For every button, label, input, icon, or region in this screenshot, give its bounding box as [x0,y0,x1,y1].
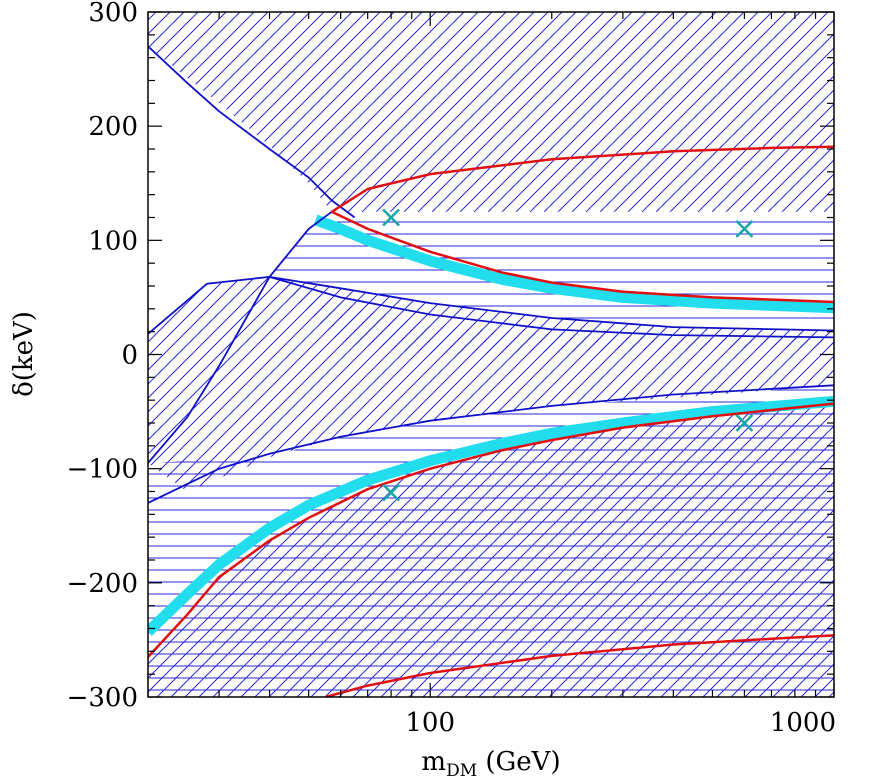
hatched-region-middle-diag [148,276,834,492]
y-tick-label: 200 [88,112,138,142]
x-tick-label: 100 [405,708,455,738]
y-tick-label: −300 [67,683,138,713]
red-curves [148,145,834,697]
x-axis-label-unit: (GeV) [477,747,560,777]
y-tick-label: −200 [67,569,138,599]
x-axis-label-subscript: DM [446,761,477,781]
cyan-band-2 [148,395,834,636]
y-tick-label: 0 [121,341,138,371]
blue-curve-2 [148,275,834,339]
blue-curve-3 [148,211,333,464]
hatched-region-upper-diag [148,12,834,212]
red-curve-1 [331,145,834,213]
blue-boundary-curves [148,45,834,504]
red-curve-4 [325,634,834,697]
red-curve-2 [331,210,834,304]
y-axis-label: δ(keV) [9,311,39,397]
y-tick-label: 100 [88,226,138,256]
x-markers [382,208,754,502]
blue-curve-1 [148,45,356,219]
x-marker-3 [735,414,754,432]
x-axis-label: mDM (GeV) [421,747,560,781]
x-marker-2 [735,220,754,238]
cyan-band-1 [313,214,834,314]
cyan-bands [148,214,834,636]
blue-curve-5 [269,276,834,332]
x-marker-4 [382,483,400,502]
y-tick-label: −100 [67,455,138,485]
hatched-region-lower-diag [148,403,834,697]
red-curve-3 [148,402,834,658]
axis-ticks [147,11,835,698]
x-tick-label: 1000 [770,708,836,738]
y-tick-label: 300 [88,0,138,28]
x-marker-1 [382,208,400,227]
blue-curve-4 [148,384,834,504]
hatched-regions [148,12,834,697]
